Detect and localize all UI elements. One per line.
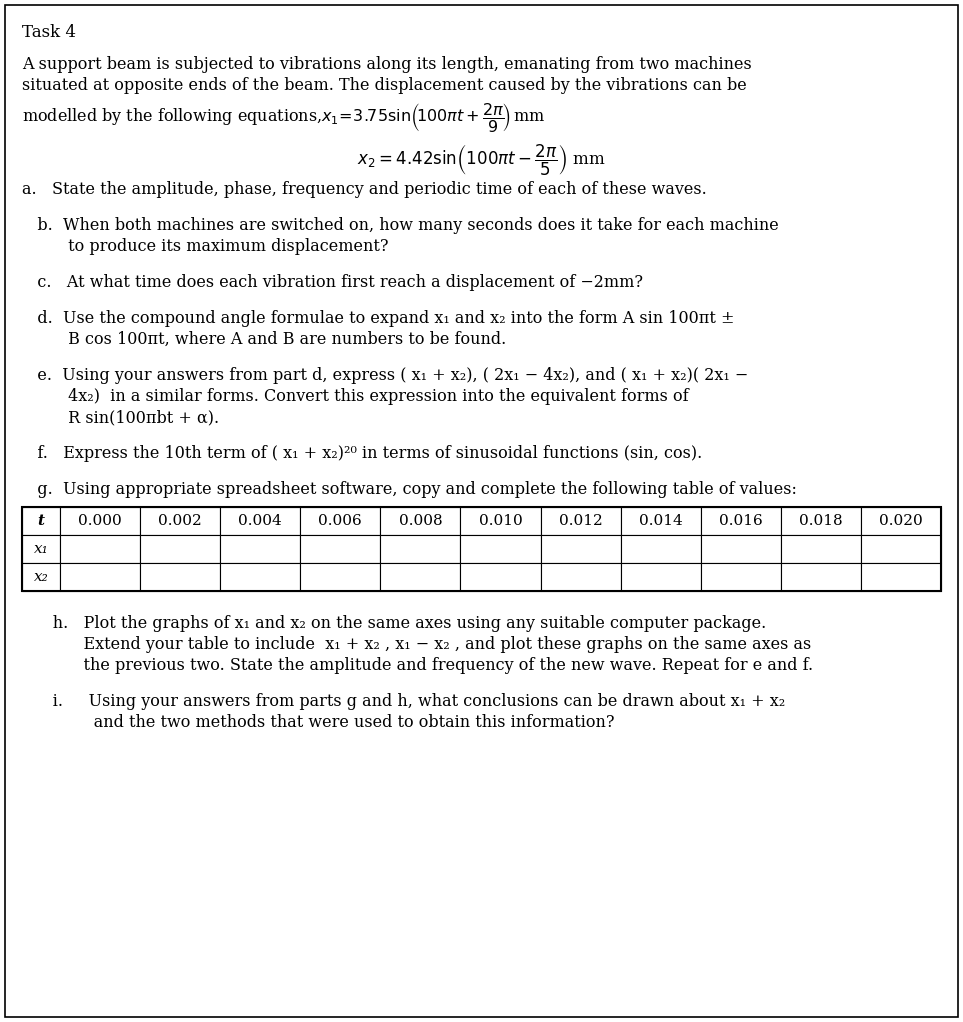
Bar — [22, 507, 60, 535]
Text: 0.020: 0.020 — [879, 514, 923, 528]
Text: h.   Plot the graphs of x₁ and x₂ on the same axes using any suitable computer p: h. Plot the graphs of x₁ and x₂ on the s… — [22, 615, 767, 632]
Text: R sin(100πbt + α).: R sin(100πbt + α). — [22, 409, 220, 426]
Text: i.     Using your answers from parts g and h, what conclusions can be drawn abou: i. Using your answers from parts g and h… — [22, 693, 785, 710]
Bar — [60, 507, 140, 535]
Text: 0.016: 0.016 — [719, 514, 763, 528]
Text: e.  Using your answers from part d, express ( x₁ + x₂), ( 2x₁ − 4x₂), and ( x₁ +: e. Using your answers from part d, expre… — [22, 367, 748, 384]
Bar — [620, 507, 701, 535]
Text: a.   State the amplitude, phase, frequency and periodic time of each of these wa: a. State the amplitude, phase, frequency… — [22, 181, 707, 198]
Text: and the two methods that were used to obtain this information?: and the two methods that were used to ob… — [22, 714, 614, 731]
Text: b.  When both machines are switched on, how many seconds does it take for each m: b. When both machines are switched on, h… — [22, 217, 779, 234]
Text: Extend your table to include  x₁ + x₂ , x₁ − x₂ , and plot these graphs on the s: Extend your table to include x₁ + x₂ , x… — [22, 636, 811, 653]
Text: t: t — [38, 514, 44, 528]
Text: 4x₂)  in a similar forms. Convert this expression into the equivalent forms of: 4x₂) in a similar forms. Convert this ex… — [22, 388, 689, 405]
Bar — [60, 563, 140, 591]
Text: 0.018: 0.018 — [799, 514, 843, 528]
Text: Task 4: Task 4 — [22, 24, 76, 41]
Text: A support beam is subjected to vibrations along its length, emanating from two m: A support beam is subjected to vibration… — [22, 56, 752, 73]
Bar — [380, 507, 460, 535]
Text: the previous two. State the amplitude and frequency of the new wave. Repeat for : the previous two. State the amplitude an… — [22, 657, 813, 673]
Bar — [701, 507, 781, 535]
Text: to produce its maximum displacement?: to produce its maximum displacement? — [22, 238, 388, 256]
Text: f.   Express the 10th term of ( x₁ + x₂)²⁰ in terms of sinusoidal functions (sin: f. Express the 10th term of ( x₁ + x₂)²⁰… — [22, 445, 702, 462]
Bar — [781, 507, 861, 535]
Bar — [861, 507, 941, 535]
Bar — [221, 535, 300, 563]
Bar — [781, 535, 861, 563]
Bar — [620, 535, 701, 563]
Bar — [140, 563, 221, 591]
Text: g.  Using appropriate spreadsheet software, copy and complete the following tabl: g. Using appropriate spreadsheet softwar… — [22, 481, 796, 498]
Bar — [22, 563, 60, 591]
Text: 0.008: 0.008 — [399, 514, 442, 528]
Bar — [861, 563, 941, 591]
Bar — [60, 535, 140, 563]
Text: 0.004: 0.004 — [239, 514, 282, 528]
Text: 0.002: 0.002 — [158, 514, 202, 528]
Bar — [781, 563, 861, 591]
Text: x₁: x₁ — [34, 542, 48, 556]
Bar — [701, 563, 781, 591]
Bar — [460, 507, 540, 535]
Text: 0.014: 0.014 — [638, 514, 683, 528]
Bar — [540, 535, 620, 563]
Text: B cos 100πt, where A and B are numbers to be found.: B cos 100πt, where A and B are numbers t… — [22, 331, 507, 349]
Bar — [701, 535, 781, 563]
Text: d.  Use the compound angle formulae to expand x₁ and x₂ into the form A sin 100π: d. Use the compound angle formulae to ex… — [22, 310, 735, 327]
Bar — [140, 507, 221, 535]
Bar — [540, 563, 620, 591]
Bar — [380, 563, 460, 591]
Text: 0.012: 0.012 — [559, 514, 603, 528]
Text: 0.010: 0.010 — [479, 514, 522, 528]
Text: situated at opposite ends of the beam. The displacement caused by the vibrations: situated at opposite ends of the beam. T… — [22, 77, 746, 94]
Text: modelled by the following equations,$x_1\! =\! 3.75\sin\!\left(\!100\pi t + \dfr: modelled by the following equations,$x_1… — [22, 101, 545, 134]
Bar — [140, 535, 221, 563]
Bar — [620, 563, 701, 591]
Bar — [861, 535, 941, 563]
Bar — [460, 535, 540, 563]
Bar — [540, 507, 620, 535]
Bar — [380, 535, 460, 563]
Bar — [221, 563, 300, 591]
Bar — [221, 507, 300, 535]
Text: 0.000: 0.000 — [78, 514, 122, 528]
Text: x₂: x₂ — [34, 570, 48, 584]
Bar — [22, 507, 941, 591]
Bar — [300, 535, 380, 563]
Bar — [22, 535, 60, 563]
Text: 0.006: 0.006 — [319, 514, 362, 528]
Bar — [300, 507, 380, 535]
Bar — [300, 563, 380, 591]
Text: $x_2 = 4.42\sin\!\left(100\pi t - \dfrac{2\pi}{5}\right)$ mm: $x_2 = 4.42\sin\!\left(100\pi t - \dfrac… — [356, 143, 606, 178]
Bar — [460, 563, 540, 591]
Text: c.   At what time does each vibration first reach a displacement of −2mm?: c. At what time does each vibration firs… — [22, 274, 643, 291]
